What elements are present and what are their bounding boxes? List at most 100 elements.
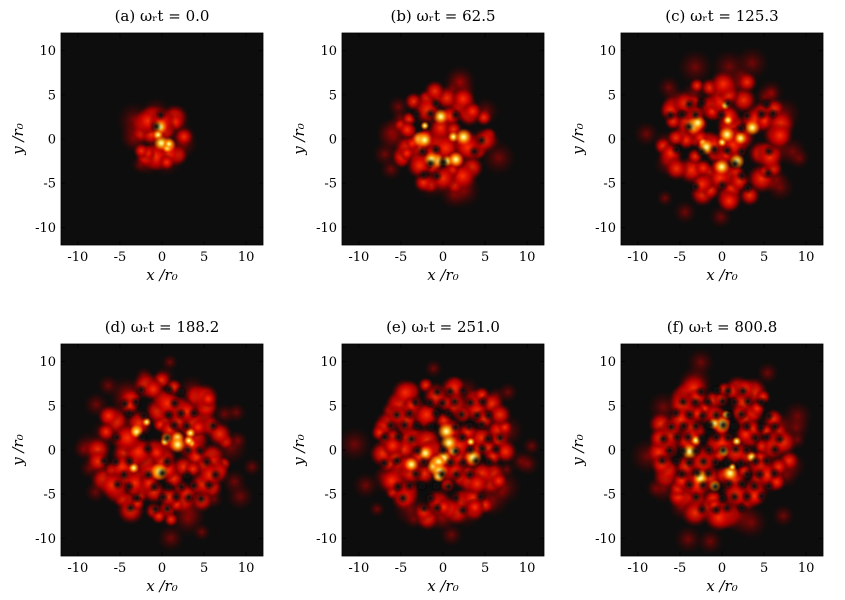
vortex-core [697,148,705,156]
vortex-core [399,494,407,502]
vortex-holes [152,111,165,130]
vortex-core [718,181,726,189]
density-blob [397,120,417,140]
y-tick-label: 0 [608,133,616,148]
bright-spot [403,456,420,473]
vortex-core [426,399,434,407]
vortex-core [666,111,674,119]
vortex-core [183,422,191,430]
bright-spot [183,435,195,447]
vortex-core [132,398,140,406]
vortex-core [413,422,421,430]
vortex-core [667,423,675,431]
halo-blob [771,504,796,528]
x-tick-label: 10 [238,561,255,576]
density-blob [462,101,483,122]
vortex-core [744,184,752,192]
vortex-core [433,388,442,396]
vortex-core [672,409,680,417]
x-tick-label: -10 [627,250,648,265]
vortex-core [418,482,426,490]
vortex-core [730,398,738,406]
density-blob [736,71,758,93]
heatmap-density [115,96,199,177]
vortex-core [445,483,453,491]
vortex-core [125,482,133,491]
bright-spot [432,108,449,125]
bright-spot [681,443,698,460]
vortex-core [684,433,692,441]
panel-title: (f) ωᵣt = 800.8 [667,318,778,336]
vortex-core [765,412,773,420]
vortex-core [380,459,388,467]
vortex-core [477,493,485,501]
density-blob [422,383,449,410]
vortex-core [485,411,493,419]
heatmap-density [633,45,811,229]
y-tick-label: 0 [329,133,337,148]
vortex-core [479,398,487,406]
vortex-core [685,100,693,108]
bright-spot [141,417,152,427]
x-tick-label: 5 [481,561,489,576]
y-tick-label: -5 [43,488,56,503]
panel-title: (a) ωᵣt = 0.0 [115,7,210,25]
vortex-core [125,457,133,465]
heatmap-density [629,347,814,555]
vortex-core [444,410,452,418]
density-blob [650,452,674,476]
y-axis-label: y /r₀ [569,434,587,466]
density-blob [444,460,466,482]
vortex-core [724,433,732,441]
halo-blob [368,500,386,518]
y-tick-label: 0 [48,444,56,459]
x-axis-label: x /r₀ [427,577,458,595]
vortex-core [485,458,493,466]
bright-spot [128,462,140,474]
vortex-core [685,123,693,131]
vortex-core [719,398,727,406]
x-tick-label: -5 [674,561,687,576]
density-blob [174,399,200,424]
vortex-core [731,160,739,168]
vortex-core [406,482,414,490]
x-tick-label: 0 [158,250,166,265]
vortex-core [466,398,474,407]
vortex-core [658,457,666,465]
y-tick-label: 0 [329,444,337,459]
vortex-core [459,387,467,395]
vortex-core [125,409,133,417]
panel-title: (d) ωᵣt = 188.2 [105,318,220,336]
y-tick-label: -5 [603,488,616,503]
halo-blob [497,381,519,403]
vortex-core [144,445,152,453]
vortex-core [765,482,773,490]
vortex-core [158,469,166,477]
vortex-core [723,504,731,512]
panel-d: -10 -5 0 5 10 -10 -5 0 5 10 (d) ωᵣt = 188.2 x /r₀ y … [9,318,264,595]
vortex-core [699,481,707,489]
vortex-core [738,148,746,156]
vortex-core [700,458,708,466]
vortex-core [197,495,205,503]
vortex-core [438,399,446,407]
vortex-core [405,410,414,418]
y-tick-label: -10 [595,221,616,236]
density-blob [98,470,127,500]
vortex-core [770,469,778,478]
vortex-core [177,388,185,396]
vortex-core [679,447,687,455]
vortex-core [743,422,751,430]
vortex-core [418,148,426,156]
vortex-core [439,446,447,454]
halo-blob [633,121,660,147]
vortex-core [439,158,447,166]
panel-title: (b) ωᵣt = 62.5 [390,7,495,25]
vortex-core [693,469,701,477]
vortex-core [433,172,441,180]
bright-spot [163,138,175,150]
vortex-core [426,494,434,502]
x-tick-label: 10 [519,250,536,265]
y-tick-label: 5 [329,88,337,103]
panel-e: -10 -5 0 5 10 -10 -5 0 5 10 (e) ωᵣt = 251.0 x /r₀ y … [290,318,545,595]
